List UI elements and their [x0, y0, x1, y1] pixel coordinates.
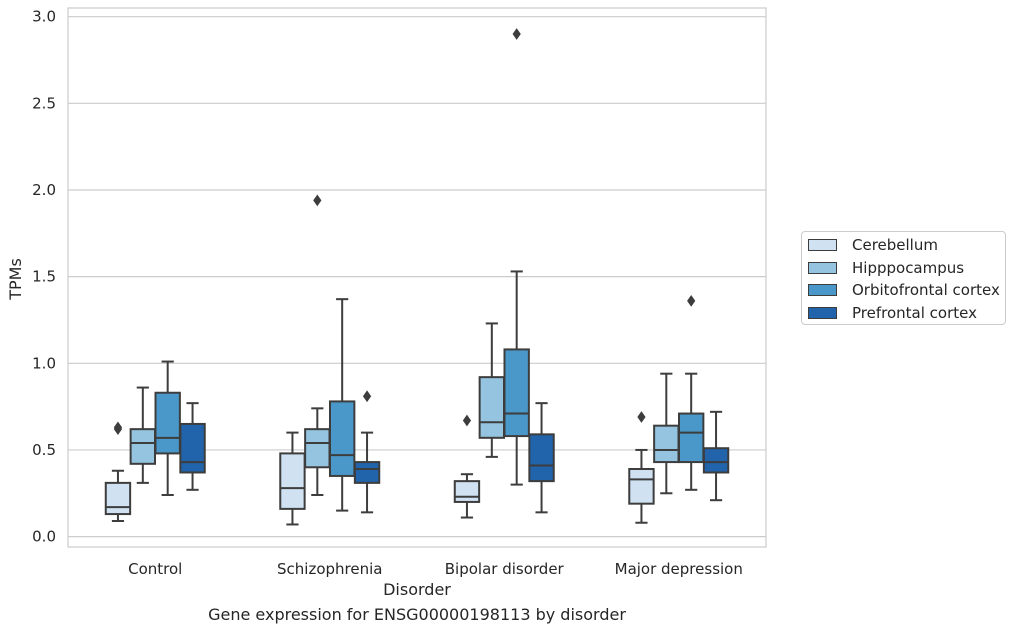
- outlier-point: [687, 295, 696, 307]
- box-iqr: [179, 422, 206, 474]
- y-axis-title: TPMs: [6, 258, 25, 301]
- legend-item-hippocampus: Hipppocampus: [808, 257, 964, 279]
- box-iqr: [478, 376, 506, 439]
- box-iqr: [702, 447, 730, 474]
- box-hipppocampus: [304, 194, 331, 497]
- y-tick-labels: 0.0 0.5 1.0 1.5 2.0 2.5 3.0: [32, 8, 56, 546]
- figure-caption: Gene expression for ENSG00000198113 by d…: [208, 605, 626, 624]
- legend-swatch-cerebellum: [808, 239, 837, 251]
- y-tick-label: 1.0: [32, 354, 56, 372]
- box-iqr: [304, 428, 331, 469]
- box-iqr: [528, 433, 555, 483]
- box-cerebellum: [628, 411, 655, 524]
- x-tick-labels: Control Schizophrenia Bipolar disorder Majo…: [128, 560, 743, 578]
- legend-label-prefrontal-cortex: Prefrontal cortex: [852, 304, 977, 322]
- x-tick-label: Bipolar disorder: [445, 560, 565, 578]
- legend-swatch-prefrontal-cortex: [808, 307, 837, 319]
- box-iqr: [677, 412, 705, 464]
- outlier-point: [512, 28, 521, 40]
- legend-swatch-orbitofrontal-cortex: [808, 284, 837, 296]
- box-orbitofrontal-cortex: [328, 298, 356, 512]
- x-tick-label: Schizophrenia: [277, 560, 382, 578]
- plot-area-frame: [67, 7, 767, 548]
- outlier-point: [313, 194, 322, 207]
- box-cerebellum: [279, 431, 306, 526]
- boxes: [104, 28, 730, 526]
- box-iqr: [628, 468, 655, 505]
- legend-item-orbitofrontal-cortex: Orbitofrontal cortex: [808, 279, 1000, 301]
- box-orbitofrontal-cortex: [154, 360, 181, 497]
- box-hipppocampus: [478, 322, 506, 458]
- box-iqr: [104, 481, 132, 516]
- box-iqr: [353, 461, 381, 484]
- box-cerebellum: [104, 421, 132, 523]
- box-cerebellum: [453, 414, 481, 519]
- box-iqr: [154, 391, 181, 455]
- y-tick-label: 3.0: [32, 8, 56, 26]
- box-iqr: [328, 400, 356, 477]
- box-iqr: [453, 480, 481, 503]
- box-iqr: [503, 348, 530, 438]
- box-hipppocampus: [129, 386, 157, 484]
- box-orbitofrontal-cortex: [677, 295, 705, 491]
- box-prefrontal-cortex: [528, 402, 555, 514]
- box-iqr: [129, 428, 157, 465]
- box-hipppocampus: [653, 372, 680, 495]
- x-tick-label: Major depression: [615, 560, 743, 578]
- legend-label-cerebellum: Cerebellum: [852, 236, 938, 254]
- box-prefrontal-cortex: [179, 402, 206, 491]
- legend-label-hippocampus: Hipppocampus: [852, 259, 965, 277]
- box-iqr: [653, 424, 680, 464]
- x-tick-label: Control: [128, 560, 182, 578]
- y-tick-label: 2.5: [32, 94, 56, 112]
- x-axis-title: Disorder: [383, 580, 451, 599]
- box-prefrontal-cortex: [353, 390, 381, 514]
- outlier-point: [462, 414, 472, 427]
- box-iqr: [279, 452, 306, 510]
- y-tick-label: 1.5: [32, 268, 56, 286]
- legend-label-orbitofrontal-cortex: Orbitofrontal cortex: [852, 281, 1000, 299]
- outlier-point: [637, 411, 646, 423]
- outlier-point: [362, 390, 372, 403]
- box-prefrontal-cortex: [702, 410, 730, 502]
- y-tick-label: 0.0: [32, 528, 56, 546]
- legend: Cerebellum Hipppocampus Orbitofrontal co…: [801, 231, 1006, 325]
- legend-swatch-hippocampus: [808, 262, 837, 274]
- y-tick-label: 0.5: [32, 441, 56, 459]
- legend-item-prefrontal-cortex: Prefrontal cortex: [808, 302, 977, 324]
- y-tick-label: 2.0: [32, 181, 56, 199]
- outlier-point: [113, 421, 123, 434]
- legend-item-cerebellum: Cerebellum: [808, 234, 938, 256]
- box-orbitofrontal-cortex: [503, 28, 530, 486]
